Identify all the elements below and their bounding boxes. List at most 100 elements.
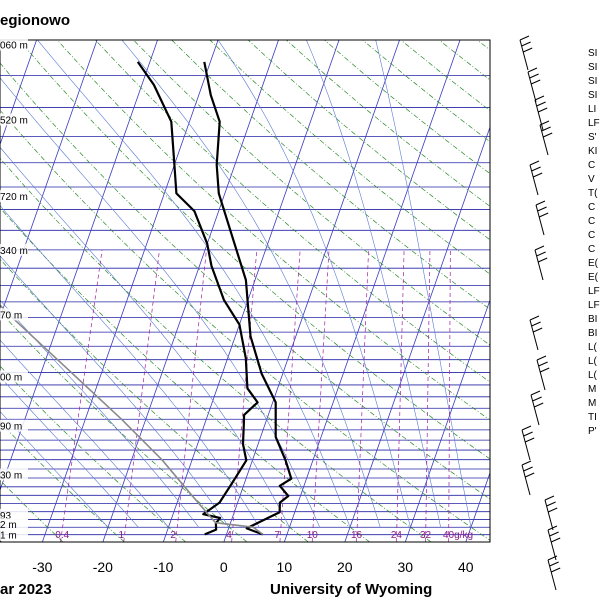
- moist-adiabat-line: [217, 40, 411, 528]
- station-index-label: L(: [588, 370, 598, 381]
- height-label-bg: [0, 518, 28, 531]
- height-label-bg: [0, 190, 28, 203]
- mixing-ratio-label: 4: [226, 530, 232, 541]
- station-index-label: M: [588, 398, 596, 409]
- station-index-label: BI: [588, 314, 597, 325]
- station-index-label: M: [588, 384, 596, 395]
- isotherm-line: [162, 40, 340, 542]
- height-label: 90 m: [0, 422, 22, 433]
- height-label: 340 m: [0, 246, 28, 257]
- station-index-label: C: [588, 244, 595, 255]
- dry-adiabat-line: [171, 40, 490, 310]
- station-index-label: V: [588, 174, 595, 185]
- moist-adiabat-line: [306, 40, 441, 528]
- station-index-label: C: [588, 160, 595, 171]
- station-index-label: LF: [588, 286, 600, 297]
- wind-barb: [530, 390, 544, 426]
- mixing-ratio-label: 7: [274, 530, 280, 541]
- station-index-label: E(: [588, 258, 599, 269]
- station-index-label: LF: [588, 300, 600, 311]
- wind-barb: [521, 425, 535, 461]
- wind-barb: [521, 460, 535, 496]
- height-label-bg: [0, 38, 28, 51]
- isotherm-line: [102, 40, 279, 542]
- isotherm-line: [344, 125, 490, 542]
- height-label: 93: [0, 511, 12, 522]
- x-tick-label: -10: [153, 559, 173, 575]
- height-label-bg: [0, 528, 28, 541]
- x-tick-label: -20: [93, 559, 113, 575]
- x-tick-label: 30: [398, 559, 414, 575]
- station-index-label: SI: [588, 48, 597, 59]
- height-label-bg: [0, 468, 28, 481]
- isotherm-line: [0, 40, 98, 319]
- station-index-label: SI: [588, 76, 597, 87]
- wind-barb: [547, 555, 561, 591]
- x-tick-layer: -30 -20 -10 0 10 20 30 40: [32, 559, 474, 575]
- wind-barb: [519, 35, 533, 71]
- mixing-ratio-label-layer: 0.4 1 2 4 7 10 16 24 32 40g/kg: [55, 530, 473, 541]
- moist-adiabat-line: [0, 376, 139, 528]
- station-index-label: L(: [588, 356, 598, 367]
- station-index-label: L(: [588, 342, 598, 353]
- height-label-bg: [0, 419, 28, 432]
- wind-barb: [539, 120, 553, 156]
- footer-credit: University of Wyoming: [270, 581, 432, 598]
- mixing-ratio-label: 24: [391, 530, 403, 541]
- moist-adiabat-line: [0, 411, 109, 528]
- height-label: 2 m: [0, 520, 17, 531]
- chart-title: egionowo: [0, 12, 70, 29]
- dry-adiabat-line: [0, 258, 309, 542]
- moist-adiabat-line: [0, 299, 199, 528]
- moist-adiabat-line: [0, 255, 230, 528]
- station-index-label: BI: [588, 328, 597, 339]
- station-index-label: T(: [588, 188, 598, 199]
- x-tick-label: 0: [220, 559, 228, 575]
- isotherm-line: [404, 298, 490, 542]
- x-tick-label: -30: [32, 559, 52, 575]
- wind-barb-column: [519, 35, 561, 591]
- dry-adiabat-line: [0, 109, 490, 541]
- moist-adiabat-line: [37, 40, 351, 528]
- station-index-label: S': [588, 132, 597, 143]
- height-label: 520 m: [0, 115, 28, 126]
- mixing-ratio-label: 10: [307, 530, 319, 541]
- wind-barb: [529, 315, 543, 351]
- height-label-bg: [0, 508, 28, 521]
- height-label: 060 m: [0, 41, 28, 52]
- height-label-bg: [0, 243, 28, 256]
- footer-date: ar 2023: [0, 581, 52, 598]
- height-label: 70 m: [0, 310, 22, 321]
- height-label-bg: [0, 370, 28, 383]
- moist-adiabat-line: [0, 339, 169, 528]
- dry-adiabat-line: [0, 421, 125, 542]
- isotherm-line: [0, 40, 158, 492]
- dry-adiabat-line: [0, 207, 370, 542]
- moist-adiabat-line: [375, 40, 472, 528]
- x-tick-label: 10: [277, 559, 293, 575]
- moist-adiabat-line: [0, 77, 320, 528]
- wind-barb: [535, 200, 549, 236]
- dry-adiabat-line: [0, 479, 64, 542]
- station-index-label: C: [588, 202, 595, 213]
- curve-layer: [0, 61, 293, 536]
- station-index-label: LF: [588, 118, 600, 129]
- station-index-label: P': [588, 426, 597, 437]
- station-index-column: SISISISILILFS'KICVT(CCCCE(E(LFLFBIBIL(L(…: [588, 48, 600, 437]
- height-label-layer: 060 m 520 m 720 m 340 m 70 m 00 m 90 m 30 m 932 …: [0, 38, 28, 542]
- station-index-label: TI: [588, 412, 597, 423]
- dry-adiabat-line: [247, 40, 490, 241]
- wind-barb: [547, 525, 561, 561]
- station-index-label: C: [588, 230, 595, 241]
- x-tick-label: 20: [337, 559, 353, 575]
- wind-barb: [536, 355, 550, 391]
- height-label: 00 m: [0, 373, 22, 384]
- wind-barb: [534, 95, 548, 131]
- dry-adiabat-line: [209, 40, 490, 275]
- grid-layer: [0, 40, 490, 542]
- temperature-curve: [203, 61, 293, 536]
- height-label-bg: [0, 113, 28, 126]
- station-index-label: SI: [588, 90, 597, 101]
